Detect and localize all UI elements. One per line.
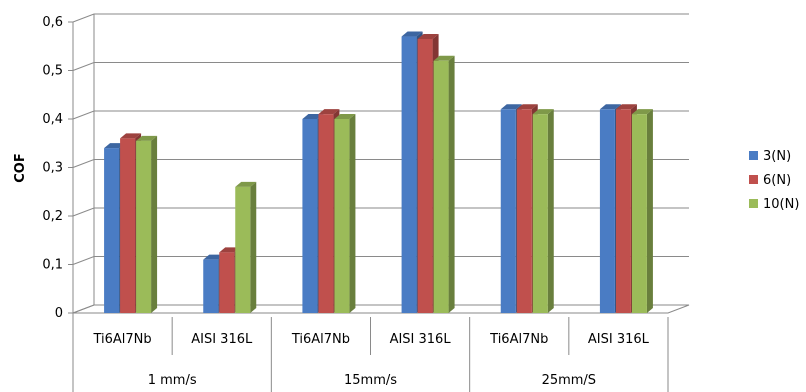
- floor: [72, 304, 690, 314]
- x-tick-label: Ti6Al7Nb: [291, 332, 350, 347]
- bar-top: [219, 247, 241, 253]
- bar-top: [599, 104, 621, 110]
- bar-front: [219, 252, 235, 313]
- bar-front: [615, 109, 631, 313]
- bar-side: [250, 181, 257, 313]
- bar-front: [500, 109, 516, 313]
- bar-top: [401, 31, 423, 37]
- bar: [334, 114, 356, 313]
- bar-top: [500, 104, 522, 110]
- y-axis-ticks: 0 0,1 0,2 0,3 0,4 0,5 0,6: [42, 15, 73, 321]
- bar: [532, 109, 554, 314]
- bar-front: [599, 109, 615, 313]
- bar-front: [120, 138, 136, 313]
- bar-top: [334, 114, 356, 119]
- gridline: [72, 13, 689, 23]
- legend-label: 6(N): [763, 173, 791, 188]
- group-label: 15mm/s: [344, 373, 397, 388]
- y-axis-label: COF: [13, 153, 28, 182]
- legend-swatch: [749, 199, 758, 208]
- legend-label: 3(N): [763, 149, 791, 164]
- bar-top: [235, 181, 257, 187]
- bar-side: [151, 135, 158, 313]
- bar: [433, 55, 455, 314]
- category-table: Ti6Al7Nb AISI 316L Ti6Al7Nb AISI 316L Ti6Al7…: [72, 313, 669, 392]
- gridline: [72, 256, 689, 265]
- y-tick-label: 0,1: [42, 258, 63, 273]
- bar-side: [448, 55, 455, 314]
- bar-top: [120, 133, 142, 139]
- gridline: [72, 62, 689, 71]
- bar-front: [136, 140, 152, 313]
- bar-top: [302, 114, 324, 119]
- bar-top: [104, 143, 126, 149]
- bar-top: [417, 33, 439, 39]
- gridline: [72, 207, 689, 217]
- x-tick-label: AISI 316L: [390, 332, 452, 347]
- bar-top: [433, 55, 455, 61]
- gridline: [72, 159, 689, 168]
- bar-front: [631, 114, 647, 314]
- y-tick-label: 0,5: [42, 64, 63, 79]
- legend: 3(N) 6(N) 10(N): [749, 149, 799, 212]
- y-tick-label: 0,3: [42, 161, 63, 176]
- bar-top: [532, 109, 554, 115]
- gridlines: [72, 13, 689, 314]
- x-tick-label: Ti6Al7Nb: [92, 332, 151, 347]
- gridline: [72, 304, 689, 314]
- legend-swatch: [749, 151, 758, 160]
- y-tick-label: 0,2: [42, 209, 63, 224]
- bar-front: [104, 148, 120, 313]
- bar: [136, 135, 158, 313]
- bar-front: [334, 119, 350, 313]
- bar-top: [615, 104, 637, 110]
- bar-side: [547, 109, 554, 314]
- bar-front: [433, 60, 449, 313]
- bar-front: [235, 186, 251, 313]
- gridline: [72, 110, 689, 120]
- bar-front: [318, 114, 334, 314]
- bar-front: [417, 38, 433, 313]
- bar: [631, 109, 653, 314]
- bar-top: [631, 109, 653, 115]
- bar-front: [302, 119, 318, 313]
- bar-front: [516, 109, 532, 313]
- bar-front: [401, 36, 417, 314]
- bar-front: [532, 114, 548, 314]
- bar-front: [203, 259, 219, 313]
- bar-top: [136, 135, 158, 141]
- bars: [104, 31, 653, 314]
- bar-top: [516, 104, 538, 110]
- bar-top: [318, 109, 340, 115]
- legend-swatch: [749, 175, 758, 184]
- plot-back-wall: [72, 14, 690, 314]
- bar: [235, 181, 257, 313]
- group-label: 1 mm/s: [148, 373, 197, 388]
- group-label: 25mm/S: [542, 373, 597, 388]
- x-tick-label: Ti6Al7Nb: [489, 332, 548, 347]
- legend-label: 10(N): [763, 197, 799, 212]
- bar-side: [349, 114, 356, 313]
- bar-top: [203, 254, 225, 260]
- y-tick-label: 0,6: [42, 15, 63, 30]
- x-tick-label: AISI 316L: [191, 332, 253, 347]
- y-tick-label: 0: [55, 306, 63, 321]
- y-tick-label: 0,4: [42, 112, 63, 127]
- x-tick-label: AISI 316L: [588, 332, 650, 347]
- bar-side: [646, 109, 653, 314]
